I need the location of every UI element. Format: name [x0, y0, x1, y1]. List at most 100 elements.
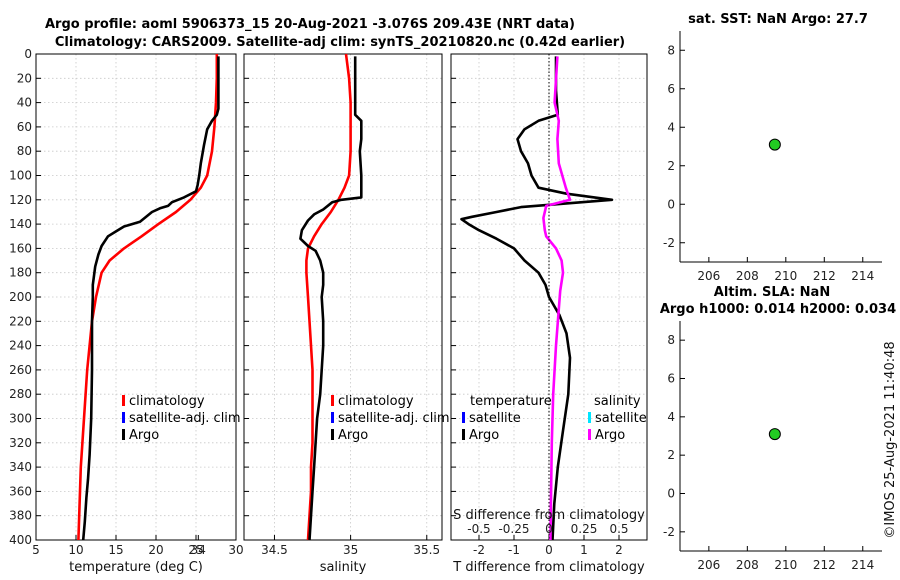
- y-tick-label: 200: [9, 290, 32, 304]
- y-tick-label: 0: [24, 47, 32, 61]
- y-tick-label: -2: [663, 525, 675, 539]
- legend-sal-climatology-label: climatology: [338, 394, 414, 409]
- legend-sal-argo-label: Argo: [338, 428, 368, 443]
- x-axis-label: T difference from climatology: [452, 560, 645, 575]
- series-line-s-difference-argo-: [542, 56, 572, 541]
- series-line-climatology: [305, 53, 352, 541]
- x-tick-label: 208: [736, 558, 759, 572]
- x-axis-label: temperature (deg C): [69, 560, 203, 575]
- y-tick-label: 340: [9, 460, 32, 474]
- y-tick-label: 0: [667, 197, 675, 211]
- top-x-tick-label: -0.5: [467, 522, 490, 536]
- top-x-tick-label: -0.25: [498, 522, 529, 536]
- legend-temp-climatology-swatch: [122, 395, 125, 406]
- legend-sal-climatology-swatch: [331, 395, 334, 406]
- x-tick-label: 208: [736, 269, 759, 283]
- x-tick-label: 206: [697, 558, 720, 572]
- legend-sal-satellite-label: satellite-adj. clim: [338, 411, 450, 426]
- y-tick-label: 6: [667, 372, 675, 386]
- x-tick-label: 206: [697, 269, 720, 283]
- legend-temp-argo-swatch: [122, 429, 125, 440]
- y-tick-label: 4: [667, 120, 675, 134]
- figure-title-line1: Argo profile: aoml 5906373_15 20-Aug-202…: [45, 17, 575, 32]
- legend-diff-temp-argo-label: Argo: [469, 428, 499, 443]
- y-tick-label: 2: [667, 159, 675, 173]
- series-line-argo: [81, 56, 220, 541]
- x-tick-label: 34: [191, 543, 206, 557]
- sst-panel: -2 0 2 4 6 8 206 208 210 212 214: [663, 31, 882, 283]
- y-tick-label: 8: [667, 333, 675, 347]
- argo-position-marker: [768, 138, 781, 151]
- top-x-tick-label: 0.25: [571, 522, 598, 536]
- x-tick-label: 25: [188, 543, 203, 557]
- y-tick-label: 60: [17, 120, 32, 134]
- legend-diff-sal-argo-label: Argo: [595, 428, 625, 443]
- y-tick-label: 6: [667, 82, 675, 96]
- y-tick-label: 180: [9, 266, 32, 280]
- x-tick-label: 1: [580, 543, 588, 557]
- y-tick-label: 380: [9, 509, 32, 523]
- y-tick-label: 2: [667, 448, 675, 462]
- x-axis-label: salinity: [320, 560, 367, 575]
- legend-temp-climatology-label: climatology: [129, 394, 205, 409]
- x-tick-label: 214: [851, 558, 874, 572]
- x-tick-label: 10: [68, 543, 83, 557]
- y-tick-label: 8: [667, 43, 675, 57]
- argo-position-marker: [768, 428, 781, 441]
- y-tick-label: -2: [663, 236, 675, 250]
- y-tick-label: 300: [9, 412, 32, 426]
- x-tick-label: 35.5: [413, 543, 440, 557]
- legend-temp-satellite-label: satellite-adj. clim: [129, 411, 241, 426]
- sla-panel-title-line2: Argo h1000: 0.014 h2000: 0.034: [660, 302, 896, 317]
- top-x-tick-label: 0.5: [609, 522, 628, 536]
- legend-diff-sal-argo-swatch: [588, 429, 591, 440]
- legend-diff-salinity-title: salinity: [594, 394, 641, 409]
- y-tick-label: 280: [9, 387, 32, 401]
- y-tick-label: 140: [9, 217, 32, 231]
- x-tick-label: 20: [148, 543, 163, 557]
- y-tick-label: 160: [9, 241, 32, 255]
- temperature-panel: 5 10 15 20 25 3002040608010012014016018020022…: [9, 47, 244, 575]
- y-tick-label: 400: [9, 533, 32, 547]
- x-tick-label: 35: [343, 543, 358, 557]
- x-tick-label: 30: [228, 543, 243, 557]
- y-tick-label: 120: [9, 193, 32, 207]
- x-tick-label: -1: [508, 543, 520, 557]
- y-tick-label: 20: [17, 71, 32, 85]
- top-x-tick-label: 0: [545, 522, 553, 536]
- sla-panel-title-line1: Altim. SLA: NaN: [714, 285, 830, 300]
- x-tick-label: 210: [774, 558, 797, 572]
- legend-diff-temperature-title: temperature: [470, 394, 552, 409]
- y-tick-label: 80: [17, 144, 32, 158]
- y-tick-label: 4: [667, 410, 675, 424]
- legend-sal-argo-swatch: [331, 429, 334, 440]
- y-tick-label: 240: [9, 339, 32, 353]
- x-tick-label: 0: [545, 543, 553, 557]
- legend-sal-satellite-swatch: [331, 412, 334, 423]
- legend-diff-sal-satellite-label: satellite: [595, 411, 647, 426]
- legend-diff-temp-satellite-swatch: [462, 412, 465, 423]
- y-tick-label: 320: [9, 436, 32, 450]
- legend-temp-argo-label: Argo: [129, 428, 159, 443]
- series-line-t-difference-argo-: [460, 56, 614, 541]
- legend-temp-satellite-swatch: [122, 412, 125, 423]
- legend-diff-temp-satellite-label: satellite: [469, 411, 521, 426]
- sst-panel-title: sat. SST: NaN Argo: 27.7: [688, 12, 868, 27]
- y-tick-label: 0: [667, 487, 675, 501]
- x-tick-label: 210: [774, 269, 797, 283]
- x-tick-label: -2: [473, 543, 485, 557]
- y-tick-label: 220: [9, 314, 32, 328]
- x-tick-label: 212: [813, 558, 836, 572]
- sla-panel: -2 0 2 4 6 8 206 208 210 212 214: [663, 321, 882, 572]
- figure-title-line2: Climatology: CARS2009. Satellite-adj cli…: [55, 35, 625, 50]
- series-line-argo: [299, 56, 363, 541]
- series-line-climatology: [77, 54, 219, 541]
- y-tick-label: 260: [9, 363, 32, 377]
- y-tick-label: 40: [17, 96, 32, 110]
- x-tick-label: 5: [32, 543, 40, 557]
- x-tick-label: 214: [851, 269, 874, 283]
- y-tick-label: 100: [9, 169, 32, 183]
- legend-diff-sal-satellite-swatch: [588, 412, 591, 423]
- salinity-panel: 34 34.5 35 35.5 salinity climatology satellite…: [191, 53, 450, 575]
